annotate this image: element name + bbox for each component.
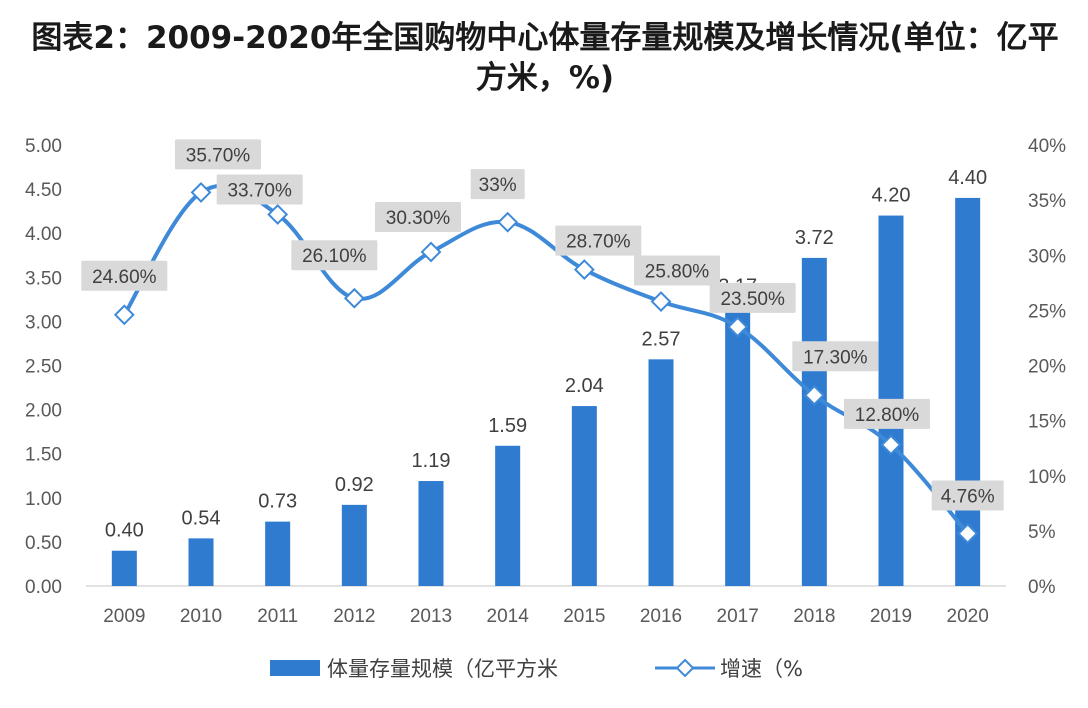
bar [341, 504, 367, 586]
line-label-box [375, 201, 461, 232]
legend-bar-swatch [270, 660, 320, 676]
x-tick-label: 2016 [640, 606, 682, 627]
line-label-box [792, 341, 879, 372]
bar-data-label: 0.40 [105, 520, 144, 542]
line-data-label: 17.30% [803, 347, 868, 368]
line-label-box [709, 282, 796, 313]
y-right-tick-label: 10% [1028, 467, 1066, 488]
line-label-box [291, 240, 378, 271]
line-data-label: 23.50% [720, 289, 785, 310]
line-point [573, 259, 595, 280]
line-label-box [81, 260, 168, 291]
line-label-box [175, 139, 261, 170]
legend-line-marker [675, 658, 695, 678]
line-data-label: 30.30% [386, 208, 451, 229]
bar [801, 257, 827, 586]
bar-data-label: 1.19 [412, 450, 451, 472]
line-point [880, 434, 902, 456]
bar-data-label: 4.40 [948, 167, 987, 189]
bar-data-label: 3.72 [795, 227, 834, 249]
y-right-tick-label: 20% [1028, 357, 1066, 378]
bar-data-label: 2.04 [565, 375, 604, 397]
bar [111, 550, 137, 586]
bar [188, 538, 214, 586]
line-point [420, 241, 442, 263]
line-data-label: 33% [479, 175, 517, 196]
y-left-tick-label: 1.00 [25, 489, 62, 510]
x-tick-label: 2013 [410, 606, 452, 627]
line-data-label: 4.76% [941, 487, 995, 508]
line-data-label: 26.10% [302, 246, 367, 267]
bar [418, 481, 444, 586]
line-point [343, 287, 365, 309]
y-left-tick-label: 3.50 [25, 268, 62, 289]
legend-line-label: 增速（% [720, 657, 803, 681]
y-right-tick-label: 30% [1028, 246, 1066, 267]
line-data-label: 28.70% [566, 232, 631, 253]
line-data-label: 35.70% [186, 145, 251, 166]
line-data-label: 24.60% [92, 267, 157, 288]
y-right-tick-label: 35% [1028, 191, 1066, 212]
y-right-tick-label: 5% [1028, 522, 1056, 543]
line-data-label: 12.80% [855, 405, 920, 426]
y-right-tick-label: 15% [1028, 412, 1066, 433]
x-tick-label: 2015 [563, 606, 605, 627]
bar [648, 359, 674, 586]
line-point [650, 291, 672, 312]
line-point [727, 316, 749, 338]
bar-data-label: 4.20 [872, 185, 911, 207]
bar-data-label: 2.57 [642, 328, 681, 350]
y-left-tick-label: 2.00 [25, 401, 62, 422]
y-right-tick-label: 25% [1028, 301, 1066, 322]
bar [571, 406, 597, 586]
line-label-box [844, 398, 930, 429]
line-label-box [931, 480, 1004, 511]
y-left-tick-label: 0.00 [25, 577, 62, 598]
line-point [497, 211, 519, 233]
y-left-tick-label: 4.50 [25, 180, 62, 201]
line-label-box [634, 255, 720, 286]
x-tick-label: 2012 [333, 606, 375, 627]
line-point [113, 304, 135, 326]
line-point [957, 523, 979, 544]
y-left-tick-label: 4.00 [25, 224, 62, 245]
bar [725, 306, 751, 586]
bar [265, 521, 291, 586]
line-label-box [555, 225, 642, 256]
bar [495, 445, 521, 586]
x-tick-label: 2010 [180, 606, 222, 627]
x-tick-label: 2014 [487, 606, 530, 627]
y-right-tick-label: 0% [1028, 577, 1056, 598]
bar-data-label: 0.92 [335, 474, 374, 496]
line-data-label: 25.80% [645, 262, 710, 283]
y-left-tick-label: 3.00 [25, 312, 62, 333]
x-tick-label: 2019 [870, 606, 912, 627]
x-tick-label: 2011 [257, 606, 298, 627]
bar-data-label: 1.59 [488, 415, 527, 437]
line-label-box [216, 174, 303, 205]
bar-data-label: 0.73 [258, 491, 297, 513]
bar-data-label: 0.54 [182, 507, 221, 529]
x-tick-label: 2020 [947, 606, 989, 627]
y-left-tick-label: 0.50 [25, 533, 62, 554]
line-label-box [470, 169, 525, 200]
x-tick-label: 2017 [717, 606, 759, 627]
legend-bar-label: 体量存量规模（亿平方米 [327, 657, 558, 681]
y-left-tick-label: 1.50 [25, 445, 62, 466]
line-point [267, 204, 289, 225]
y-left-tick-label: 2.50 [25, 357, 62, 378]
line-point [803, 384, 825, 406]
y-right-tick-label: 40% [1028, 136, 1066, 157]
x-tick-label: 2018 [793, 606, 835, 627]
y-left-tick-label: 5.00 [25, 136, 62, 157]
line-point [190, 181, 212, 203]
chart-title: 图表2：2009-2020年全国购物中心体量存量规模及增长情况(单位：亿平方米，… [31, 20, 1059, 96]
line-data-label: 33.70% [227, 180, 292, 201]
x-tick-label: 2009 [103, 606, 145, 627]
